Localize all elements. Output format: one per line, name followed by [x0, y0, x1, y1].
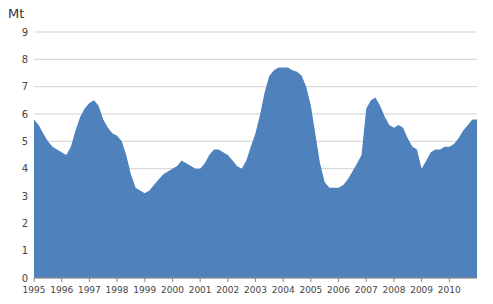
y-tick-label: 9: [22, 27, 28, 38]
x-tick: [310, 278, 311, 282]
x-tick-label: 2004: [272, 285, 295, 295]
y-tick-label: 5: [22, 136, 28, 147]
x-tick: [61, 278, 62, 282]
y-tick-label: 7: [22, 81, 28, 92]
x-tick-label: 2002: [216, 285, 239, 295]
y-tick-label: 6: [22, 109, 28, 120]
x-tick-label: 2003: [244, 285, 267, 295]
area: [34, 68, 477, 278]
x-tick: [366, 278, 367, 282]
y-tick-label: 0: [22, 273, 28, 284]
x-tick-label: 2001: [189, 285, 212, 295]
x-tick-label: 2009: [410, 285, 433, 295]
x-tick: [421, 278, 422, 282]
y-tick-label: 4: [22, 163, 28, 174]
x-tick-label: 2010: [438, 285, 461, 295]
x-tick: [283, 278, 284, 282]
title: Mt: [8, 6, 24, 21]
x-tick-label: 1995: [23, 285, 46, 295]
grid: [34, 32, 477, 278]
x-tick: [144, 278, 145, 282]
x-tick: [227, 278, 228, 282]
x-tick-label: 2007: [355, 285, 378, 295]
x-tick: [393, 278, 394, 282]
x-tick-label: 2006: [327, 285, 350, 295]
grid-line: [34, 86, 477, 87]
x-tick-label: 1999: [133, 285, 156, 295]
x-tick: [200, 278, 201, 282]
x-tick-label: 2000: [161, 285, 184, 295]
x-tick: [255, 278, 256, 282]
x-tick-label: 1996: [50, 285, 73, 295]
x-tick: [117, 278, 118, 282]
grid-line: [34, 32, 477, 33]
x-tick-label: 2008: [382, 285, 405, 295]
y-tick-label: 8: [22, 54, 28, 65]
x-tick-label: 2005: [299, 285, 322, 295]
grid-line: [34, 59, 477, 60]
x-tick: [34, 278, 35, 282]
y-tick-label: 1: [22, 245, 28, 256]
x-tick-label: 1998: [106, 285, 129, 295]
y-tick-label: 3: [22, 191, 28, 202]
x-tick: [338, 278, 339, 282]
plot-area: [34, 68, 477, 278]
chart: Mt 0 1 2 3 4 5 6 7 8 9 1995 1996 1997 1998 1999 2000 2001…: [0, 0, 493, 304]
y-tick-label: 2: [22, 218, 28, 229]
x-tick: [449, 278, 450, 282]
x-tick: [172, 278, 173, 282]
x-tick-label: 1997: [78, 285, 101, 295]
x-tick: [89, 278, 90, 282]
